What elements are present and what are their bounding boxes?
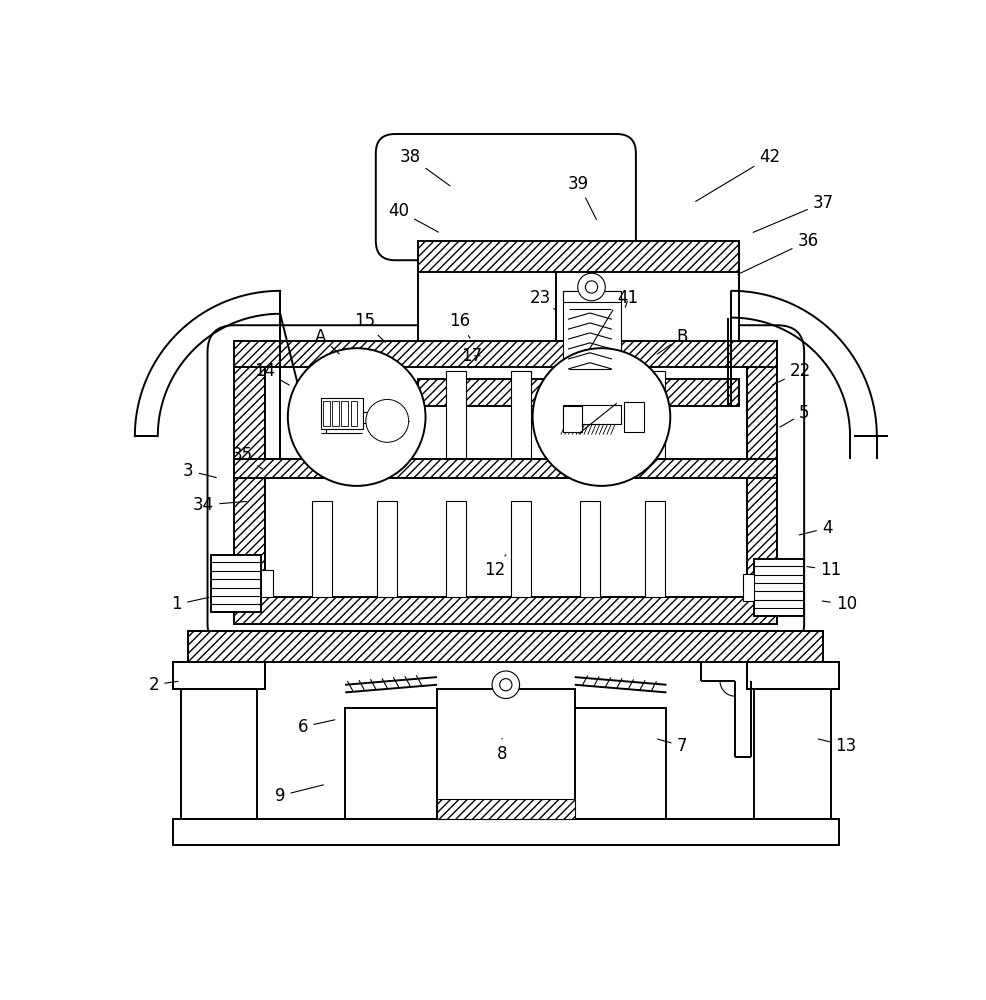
Bar <box>173 819 838 845</box>
Bar <box>350 401 357 426</box>
Bar <box>746 662 838 689</box>
Bar <box>580 501 599 597</box>
Bar <box>234 367 264 597</box>
Text: 11: 11 <box>807 561 841 579</box>
Text: 5: 5 <box>779 404 809 427</box>
Text: 9: 9 <box>275 785 323 805</box>
Bar <box>363 412 380 423</box>
Bar <box>742 574 753 601</box>
Bar <box>437 799 574 819</box>
Bar <box>173 662 264 689</box>
Text: B: B <box>657 328 687 354</box>
Bar <box>332 401 339 426</box>
FancyBboxPatch shape <box>207 325 804 650</box>
Text: 39: 39 <box>567 175 596 219</box>
Bar <box>180 662 257 819</box>
Bar <box>341 401 348 426</box>
Bar <box>563 405 620 424</box>
Bar <box>211 555 260 612</box>
Text: 17: 17 <box>460 347 481 365</box>
Bar <box>446 371 465 459</box>
Circle shape <box>585 281 598 293</box>
FancyBboxPatch shape <box>242 352 769 624</box>
Text: 15: 15 <box>353 312 385 342</box>
Text: 42: 42 <box>695 148 780 201</box>
Text: 34: 34 <box>193 496 246 514</box>
Circle shape <box>577 273 604 301</box>
Bar <box>580 371 599 459</box>
Bar <box>446 501 465 597</box>
Text: 35: 35 <box>231 446 262 469</box>
Text: 23: 23 <box>529 289 555 310</box>
Circle shape <box>288 348 425 486</box>
Text: 8: 8 <box>496 738 507 763</box>
Text: 3: 3 <box>182 462 216 480</box>
Bar <box>511 371 530 459</box>
Bar <box>312 501 332 597</box>
Text: 36: 36 <box>738 232 817 274</box>
Text: 22: 22 <box>771 362 810 385</box>
Bar <box>320 398 363 429</box>
Text: 38: 38 <box>399 148 450 186</box>
Bar <box>417 241 739 272</box>
Text: 40: 40 <box>387 202 438 232</box>
Text: 7: 7 <box>657 737 686 755</box>
Text: 13: 13 <box>817 737 856 755</box>
Bar <box>188 631 822 662</box>
Bar <box>645 501 665 597</box>
Text: 16: 16 <box>449 312 470 338</box>
Bar <box>624 402 643 432</box>
Bar <box>312 371 332 459</box>
Text: A: A <box>315 328 339 354</box>
Circle shape <box>499 679 512 691</box>
Bar <box>377 371 396 459</box>
Bar <box>173 819 838 845</box>
Text: 37: 37 <box>752 194 833 232</box>
Text: 6: 6 <box>298 718 334 736</box>
Bar <box>345 708 666 819</box>
Bar <box>563 291 620 375</box>
Bar <box>437 689 574 819</box>
Text: 41: 41 <box>617 289 638 307</box>
Bar <box>260 570 272 597</box>
Text: 12: 12 <box>483 555 506 579</box>
Bar <box>563 406 582 432</box>
Text: 2: 2 <box>149 676 177 694</box>
Circle shape <box>492 671 519 699</box>
Bar <box>511 501 530 597</box>
Text: 14: 14 <box>254 362 289 385</box>
Bar <box>645 371 665 459</box>
Bar <box>417 241 739 406</box>
Bar <box>753 559 804 616</box>
Bar <box>417 379 739 406</box>
Circle shape <box>532 348 669 486</box>
Bar <box>234 597 777 624</box>
Bar <box>746 367 777 597</box>
Text: 1: 1 <box>172 595 208 613</box>
Bar <box>377 501 396 597</box>
FancyBboxPatch shape <box>376 134 635 260</box>
Circle shape <box>366 399 408 442</box>
Bar <box>234 459 777 478</box>
Bar <box>234 341 777 367</box>
Bar <box>746 662 838 689</box>
Text: 10: 10 <box>821 595 856 613</box>
Bar <box>173 662 264 689</box>
Bar <box>753 662 830 819</box>
Bar <box>563 291 620 302</box>
Bar <box>322 401 329 426</box>
Text: 4: 4 <box>799 519 831 537</box>
